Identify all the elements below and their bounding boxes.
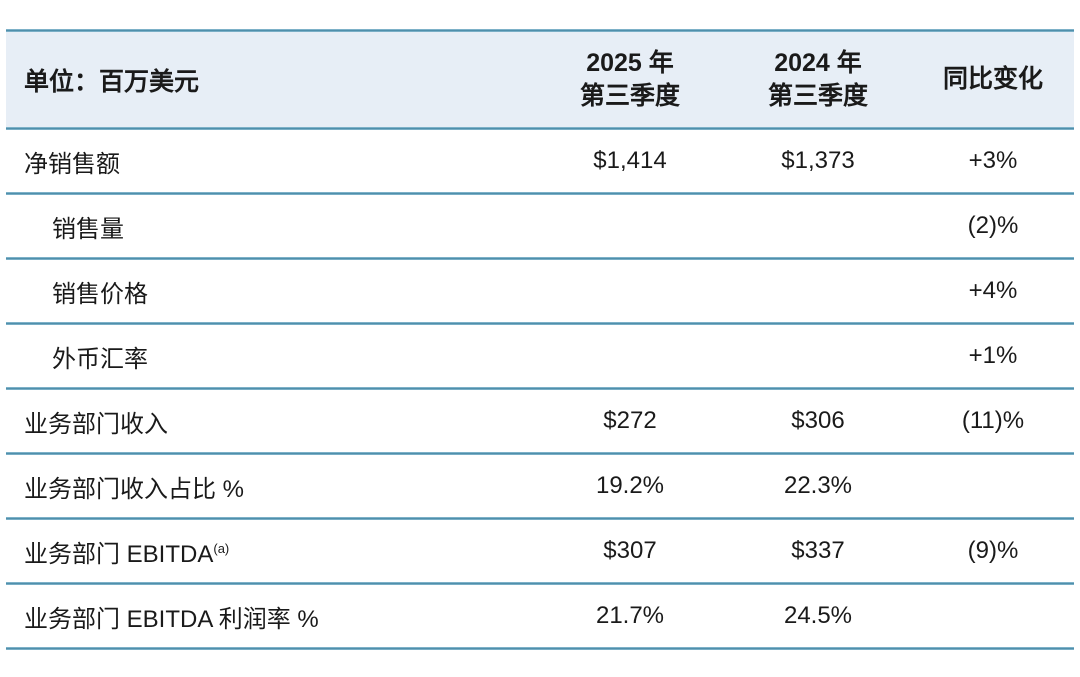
column-header-yoy: 同比变化 bbox=[942, 65, 1043, 94]
column-header-2024-line2: 第三季度 bbox=[767, 81, 868, 110]
row-label: 外币汇率 bbox=[52, 345, 148, 373]
value-2024: $306 bbox=[791, 407, 845, 434]
value-2024: 22.3% bbox=[783, 472, 853, 499]
row-label: 业务部门 EBITDA(a) bbox=[6, 534, 536, 569]
value-yoy: +3% bbox=[968, 147, 1018, 174]
table-row-segment-income: 业务部门收入 $272 $306 (11)% bbox=[6, 390, 1074, 452]
value-2024: 24.5% bbox=[783, 602, 853, 629]
column-header-unit: 单位：百万美元 bbox=[24, 67, 200, 96]
table-row-segment-ebitda-margin: 业务部门 EBITDA 利润率 % 21.7% 24.5% bbox=[6, 585, 1074, 647]
value-2025: 21.7% bbox=[595, 602, 665, 629]
value-yoy: +4% bbox=[968, 277, 1018, 304]
column-header-2025-line1: 2025 年 bbox=[586, 49, 674, 77]
table-row-sales-price: 销售价格 +4% bbox=[6, 260, 1074, 322]
table-row-sales-volume: 销售量 (2)% bbox=[6, 195, 1074, 257]
row-rule bbox=[6, 452, 1074, 455]
row-rule bbox=[6, 127, 1074, 130]
value-2025: $1,414 bbox=[593, 147, 667, 174]
value-yoy: (11)% bbox=[961, 407, 1025, 434]
financial-table: 单位：百万美元 2025 年 第三季度 2024 年 第三季度 同比变化 净销售… bbox=[6, 29, 1074, 650]
row-rule bbox=[6, 192, 1074, 195]
value-2024: $337 bbox=[791, 537, 845, 564]
row-rule bbox=[6, 257, 1074, 260]
column-header-2025-line2: 第三季度 bbox=[579, 81, 680, 110]
row-label: 净销售额 bbox=[24, 150, 120, 178]
row-rule bbox=[6, 387, 1074, 390]
table-row-fx-rate: 外币汇率 +1% bbox=[6, 325, 1074, 387]
value-2024: $1,373 bbox=[781, 147, 855, 174]
footnote-marker: (a) bbox=[213, 540, 230, 556]
value-2025: $307 bbox=[603, 537, 657, 564]
row-rule bbox=[6, 517, 1074, 520]
row-rule bbox=[6, 582, 1074, 585]
table-row-net-sales: 净销售额 $1,414 $1,373 +3% bbox=[6, 130, 1074, 192]
column-header-2024-line1: 2024 年 bbox=[774, 49, 862, 77]
row-label: 销售价格 bbox=[52, 280, 148, 308]
value-yoy: (2)% bbox=[967, 212, 1019, 239]
table-row-segment-ebitda: 业务部门 EBITDA(a) $307 $337 (9)% bbox=[6, 520, 1074, 582]
value-2025: 19.2% bbox=[595, 472, 665, 499]
column-header-2025-q3: 2025 年 第三季度 bbox=[536, 47, 724, 112]
row-label: 业务部门收入占比 % bbox=[24, 475, 245, 503]
row-rule bbox=[6, 322, 1074, 325]
value-yoy: +1% bbox=[968, 342, 1018, 369]
row-label-text: 业务部门 EBITDA bbox=[24, 540, 214, 568]
value-2025: $272 bbox=[603, 407, 657, 434]
table-top-rule bbox=[6, 29, 1074, 32]
row-label: 业务部门收入 bbox=[24, 410, 168, 438]
table-header-row: 单位：百万美元 2025 年 第三季度 2024 年 第三季度 同比变化 bbox=[6, 32, 1074, 127]
page: 单位：百万美元 2025 年 第三季度 2024 年 第三季度 同比变化 净销售… bbox=[6, 29, 1074, 650]
table-bottom-rule bbox=[6, 647, 1074, 650]
table-row-segment-income-pct: 业务部门收入占比 % 19.2% 22.3% bbox=[6, 455, 1074, 517]
row-label: 业务部门 EBITDA 利润率 % bbox=[24, 605, 319, 633]
row-label: 销售量 bbox=[52, 215, 124, 243]
column-header-2024-q3: 2024 年 第三季度 bbox=[724, 47, 912, 112]
value-yoy: (9)% bbox=[967, 537, 1019, 564]
